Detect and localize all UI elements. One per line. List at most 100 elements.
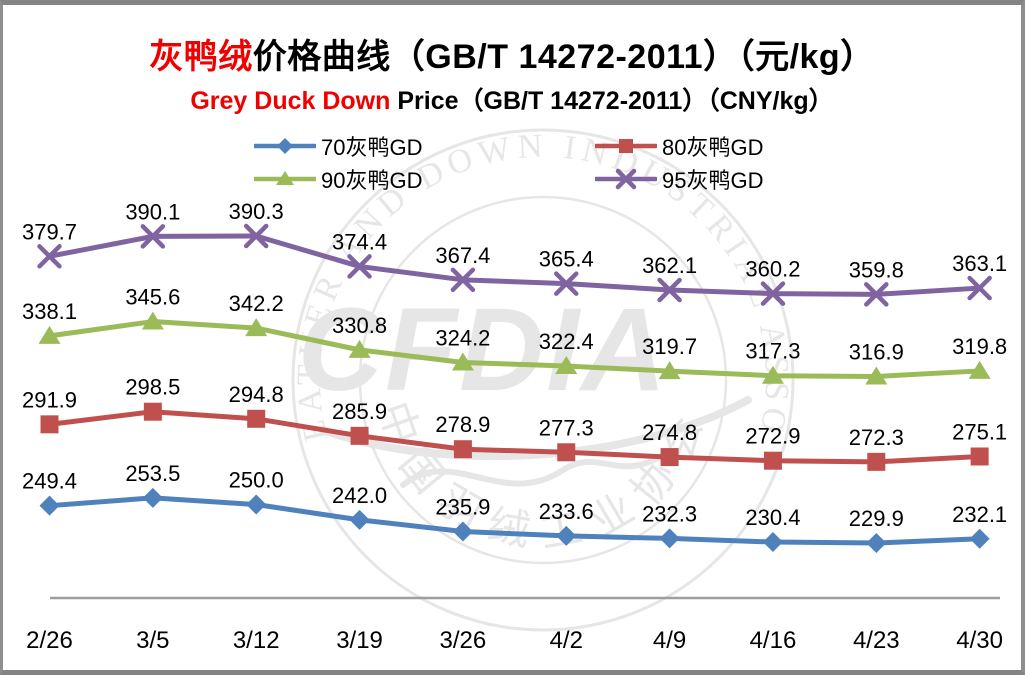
watermark-signature-curve: [400, 452, 666, 488]
chart-title: 灰鸭绒价格曲线（GB/T 14272-2011）（元/kg）: [3, 29, 1021, 78]
square-marker-icon: [660, 448, 679, 467]
value-label: 250.0: [229, 468, 284, 493]
legend-label: 90灰鸭GD: [321, 167, 423, 193]
value-label: 272.3: [849, 425, 904, 450]
series-95灰鸭GD: 379.7 390.1 390.3 374.4 367.4 365.4 362.1 360.2…: [22, 199, 1007, 307]
square-marker-icon: [867, 452, 886, 471]
value-label: 317.3: [745, 339, 800, 364]
square-marker-icon: [40, 415, 59, 434]
square-marker-icon: [247, 409, 266, 428]
diamond-marker-icon: [349, 509, 370, 530]
diamond-marker-icon: [246, 494, 267, 515]
diamond-marker-icon: [762, 532, 783, 553]
chart-title-rest: 价格曲线（GB/T 14272-2011）（元/kg）: [252, 38, 875, 76]
triangle-marker-icon: [451, 352, 474, 371]
value-label: 277.3: [539, 415, 594, 440]
diamond-marker-icon: [142, 487, 163, 508]
series-90灰鸭GD: 338.1 345.6 342.2 330.8 324.2 322.4 319.7 317.3…: [22, 285, 1007, 385]
x-marker-icon: [37, 244, 62, 269]
value-label: 278.9: [435, 412, 490, 437]
x-marker-icon: [864, 282, 889, 307]
x-axis-tick-label: 3/19: [336, 627, 383, 654]
value-label: 294.8: [229, 382, 284, 407]
value-label: 249.4: [22, 469, 77, 494]
value-label: 379.7: [22, 219, 77, 244]
chart-title-highlight: 灰鸭绒: [149, 38, 253, 76]
x-marker-icon: [657, 277, 682, 303]
chart-subtitle-highlight: Grey Duck Down: [190, 87, 391, 115]
x-marker-icon: [554, 271, 579, 296]
x-marker-icon: [615, 168, 637, 189]
x-marker-icon: [450, 267, 476, 293]
legend-item-90灰鸭GD: 90灰鸭GD: [254, 162, 595, 195]
chart-legend: 70灰鸭GD 80灰鸭GD 90灰鸭GD 95灰鸭GD: [254, 129, 763, 195]
x-marker-icon: [760, 281, 786, 306]
series-line: [47, 233, 983, 297]
value-label: 374.4: [332, 229, 387, 254]
value-label: 390.1: [125, 199, 180, 224]
x-axis-tick-label: 3/5: [136, 627, 169, 654]
x-marker-icon: [347, 254, 372, 279]
value-label: 229.9: [849, 506, 904, 531]
value-label: 390.3: [229, 199, 284, 224]
diamond-marker-icon: [866, 533, 887, 554]
value-label: 360.2: [745, 257, 800, 282]
legend-swatch-square: [595, 138, 657, 153]
value-label: 359.8: [849, 257, 904, 282]
series-line: [47, 495, 983, 546]
legend-label: 95灰鸭GD: [662, 167, 764, 193]
value-label: 233.6: [539, 499, 594, 524]
value-label: 275.1: [952, 419, 1007, 444]
triangle-marker-icon: [658, 361, 681, 380]
value-label: 338.1: [22, 299, 77, 324]
value-label: 285.9: [332, 399, 387, 424]
legend-item-95灰鸭GD: 95灰鸭GD: [595, 162, 763, 195]
square-marker-icon: [350, 426, 369, 445]
value-label: 330.8: [332, 313, 387, 338]
diamond-marker-icon: [969, 528, 990, 549]
legend-label: 80灰鸭GD: [662, 134, 764, 160]
x-marker-icon: [243, 223, 269, 249]
legend-swatch-triangle: [254, 170, 316, 185]
value-label: 342.2: [229, 291, 284, 316]
value-label: 365.4: [539, 247, 594, 272]
value-label: 272.9: [745, 424, 800, 449]
triangle-marker-icon: [38, 325, 61, 344]
watermark-outer-ring: [291, 128, 795, 632]
chart-subtitle-rest: Price（GB/T 14272-2011）（CNY/kg）: [390, 87, 834, 115]
value-label: 367.4: [435, 243, 490, 268]
series-line: [47, 319, 983, 379]
diamond-marker-icon: [659, 528, 680, 549]
x-axis-tick-label: 4/16: [750, 627, 797, 654]
value-label: 319.8: [952, 334, 1007, 359]
square-marker-icon: [453, 440, 472, 459]
square-marker-icon: [557, 443, 576, 462]
x-axis-tick-label: 4/23: [853, 627, 900, 654]
series-80灰鸭GD: 291.9 298.5 294.8 285.9 278.9 277.3 274.8 272.9…: [22, 375, 1007, 471]
x-axis-tick-label: 3/26: [440, 627, 487, 654]
series-line: [47, 409, 983, 465]
legend-swatch-diamond: [254, 137, 316, 154]
value-label: 291.9: [22, 387, 77, 412]
value-label: 298.5: [125, 375, 180, 400]
value-label: 230.4: [745, 505, 800, 530]
legend-item-80灰鸭GD: 80灰鸭GD: [595, 129, 763, 162]
legend-swatch-x: [595, 168, 657, 189]
diamond-marker-icon: [452, 521, 473, 542]
legend-item-70灰鸭GD: 70灰鸭GD: [254, 129, 595, 162]
value-label: 363.1: [952, 251, 1007, 276]
value-label: 316.9: [849, 339, 904, 364]
x-marker-icon: [967, 275, 992, 301]
square-marker-icon: [970, 447, 989, 466]
x-axis-tick-label: 4/9: [653, 627, 686, 654]
triangle-marker-icon: [865, 366, 888, 385]
x-marker-icon: [140, 224, 166, 249]
x-axis-labels: 2/26 3/5 3/12 3/19 3/26 4/2 4/9 4/16 4/23 4/30: [26, 627, 1003, 654]
triangle-marker-icon: [968, 360, 991, 379]
value-label: 232.1: [952, 502, 1007, 527]
value-label: 362.1: [642, 253, 697, 278]
value-label: 324.2: [435, 326, 490, 351]
square-marker-icon: [619, 138, 633, 153]
diamond-marker-icon: [39, 495, 60, 516]
